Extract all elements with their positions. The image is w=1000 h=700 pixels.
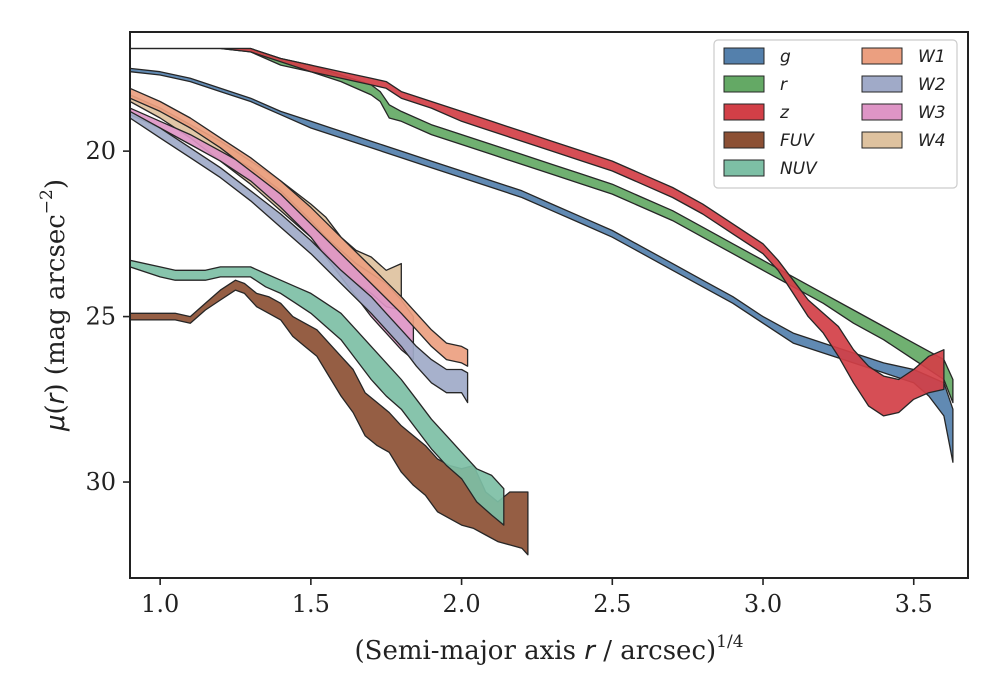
y-axis-label: μ(r) (mag arcsec−2) xyxy=(37,179,71,432)
legend-swatch-nuv xyxy=(723,159,765,177)
y-axis-ticks: 20 25 30 xyxy=(85,137,130,496)
legend-label-w3: W3 xyxy=(918,103,946,123)
band-w1 xyxy=(130,87,469,367)
band-g xyxy=(130,67,954,463)
x-tick-label: 2.0 xyxy=(442,590,480,618)
legend-label-w4: W4 xyxy=(918,131,946,151)
x-tick-label: 1.0 xyxy=(141,590,179,618)
legend: grz FUV NUV W1 W2 W3 W4 xyxy=(713,39,958,189)
band-r xyxy=(130,47,954,404)
band-z xyxy=(130,47,945,417)
x-tick-label: 3.0 xyxy=(744,590,782,618)
x-tick-label: 3.5 xyxy=(895,590,933,618)
legend-label-nuv: NUV xyxy=(780,159,818,179)
y-tick-label: 20 xyxy=(85,137,116,165)
legend-swatch-w1 xyxy=(861,47,903,65)
legend-label-g: g xyxy=(780,47,791,67)
y-tick-label: 25 xyxy=(85,303,116,331)
legend-label-r: r xyxy=(780,75,788,95)
legend-swatch-fuv xyxy=(723,131,765,149)
legend-swatch-w3 xyxy=(861,103,903,121)
profile-bands xyxy=(130,47,954,556)
legend-label-w1: W1 xyxy=(918,47,946,67)
legend-label-w2: W2 xyxy=(918,75,946,95)
band-w2 xyxy=(130,110,469,404)
x-axis-ticks: 1.0 1.5 2.0 2.5 3.0 3.5 xyxy=(141,578,933,618)
y-tick-label: 30 xyxy=(85,468,116,496)
legend-swatch-z xyxy=(723,103,765,121)
legend-label-fuv: FUV xyxy=(780,131,815,151)
legend-swatch-w4 xyxy=(861,131,903,149)
legend-swatch-w2 xyxy=(861,75,903,93)
x-tick-label: 2.5 xyxy=(593,590,631,618)
band-nuv xyxy=(130,259,505,526)
x-axis-label: (Semi-major axis r / arcsec)1/4 xyxy=(354,632,743,666)
legend-swatch-g xyxy=(723,47,765,65)
band-fuv xyxy=(130,279,529,556)
legend-swatch-r xyxy=(723,75,765,93)
legend-label-z: z xyxy=(779,103,790,123)
x-tick-label: 1.5 xyxy=(292,590,330,618)
plot-frame xyxy=(129,31,969,579)
